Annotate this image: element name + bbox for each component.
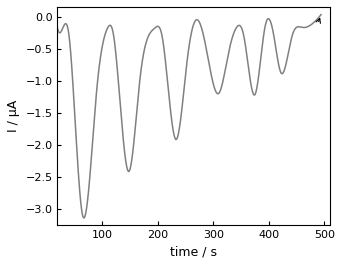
X-axis label: time / s: time / s — [170, 245, 217, 258]
Y-axis label: I / μA: I / μA — [7, 100, 20, 132]
